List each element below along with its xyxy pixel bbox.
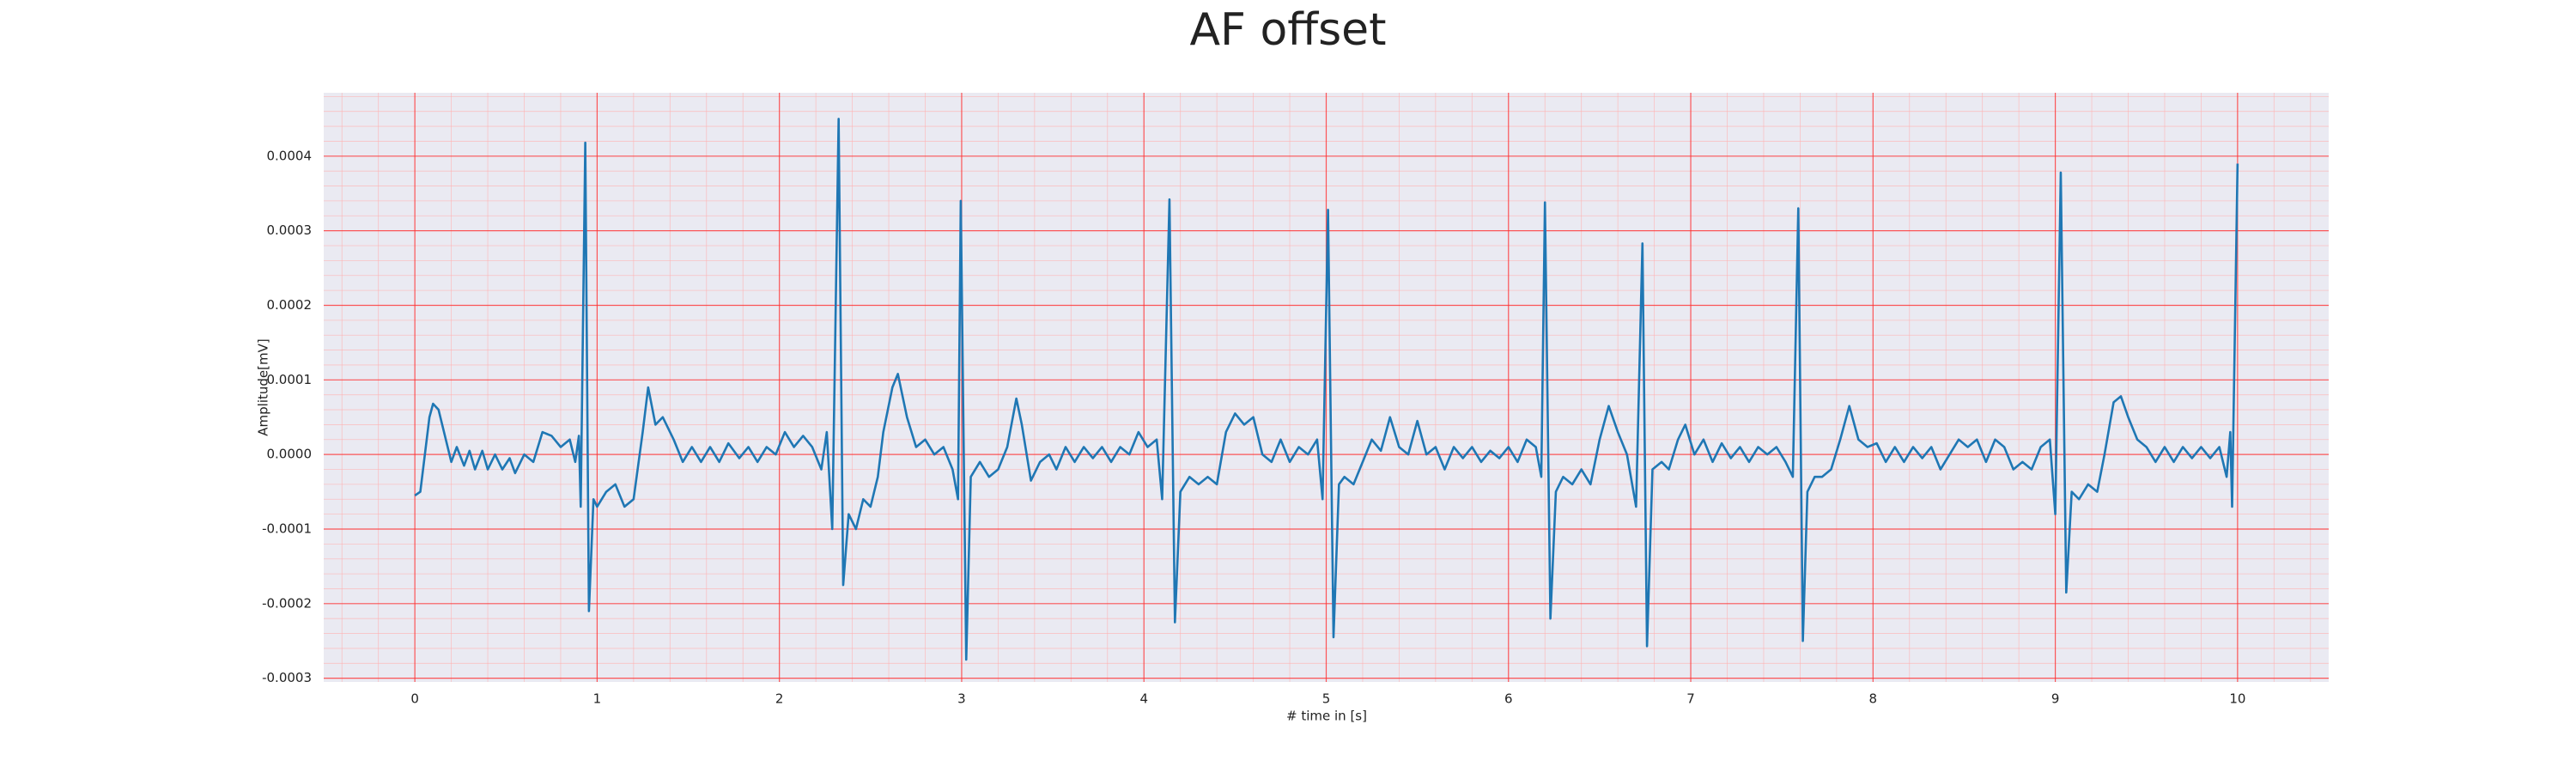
y-tick-label: -0.0001 [262,520,312,536]
x-tick-label: 2 [775,691,784,707]
y-tick-label: -0.0002 [262,595,312,611]
x-tick-label: 4 [1139,691,1148,707]
x-tick-label: 0 [410,691,419,707]
x-tick-label: 9 [2051,691,2060,707]
x-tick-label: 1 [593,691,602,707]
chart-title: AF offset [1189,4,1386,56]
x-tick-label: 6 [1504,691,1513,707]
x-tick-label: 3 [957,691,966,707]
x-tick-label: 7 [1686,691,1695,707]
y-tick-label: 0.0004 [267,148,313,163]
x-tick-label: 5 [1322,691,1331,707]
y-tick-label: 0.0000 [267,447,313,462]
x-axis-label: # time in [s] [1286,709,1367,724]
x-tick-label: 8 [1869,691,1878,707]
y-tick-label: 0.0002 [267,297,313,313]
x-tick-label: 10 [2229,691,2245,707]
y-axis-label: Amplitude[mV] [256,338,271,435]
ecg-line [414,118,2239,661]
y-tick-label: -0.0003 [262,670,312,685]
y-tick-label: 0.0001 [267,372,313,387]
y-tick-label: 0.0003 [267,222,313,238]
